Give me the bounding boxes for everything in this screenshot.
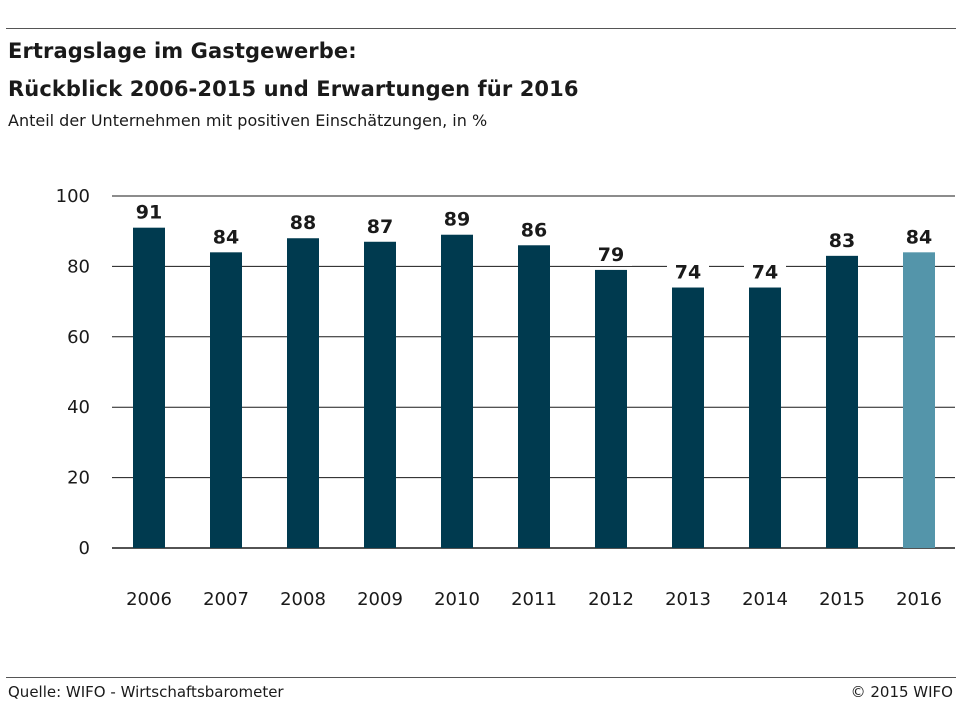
y-tick-label: 0 [79,538,90,559]
data-label-bg [590,240,632,266]
x-tick-label-2007: 2007 [203,589,249,610]
bar-2016 [903,252,935,548]
bar-2011 [518,245,550,548]
source-note: Quelle: WIFO - Wirtschaftsbarometer [8,683,284,701]
bar-2010 [441,234,473,548]
data-label-bg [513,216,555,242]
data-label-bg [282,209,324,235]
x-tick-label-2016: 2016 [896,589,942,610]
x-tick-label-2014: 2014 [742,589,788,610]
y-tick-label: 100 [56,186,90,207]
chart-title-line2: Rückblick 2006-2015 und Erwartungen für … [8,77,579,101]
chart-subtitle: Anteil der Unternehmen mit positiven Ein… [8,111,488,130]
data-label-2006: 91 [136,202,162,224]
x-tick-label-2012: 2012 [588,589,634,610]
y-tick-label: 60 [67,327,90,348]
x-tick-label-2010: 2010 [434,589,480,610]
bar-2008 [287,238,319,549]
bars [133,227,935,549]
copyright-note: © 2015 WIFO [850,683,953,701]
y-axis: 0 20 40 60 80 100 [56,186,90,559]
data-label-bg [667,258,709,284]
data-label-bg [898,223,940,249]
bar-2012 [595,269,627,548]
bar-2006 [133,227,165,548]
bar-2014 [749,287,781,548]
bar-2009 [364,241,396,548]
data-label-bg [744,258,786,284]
data-label-2008: 88 [290,212,316,234]
x-axis: 2006 2007 2008 2009 2010 2011 2012 2013 2014 2015… [126,589,942,610]
data-label-bg [821,226,863,252]
data-label-bg [359,212,401,238]
data-label-2009: 87 [367,216,393,238]
data-label-bg [205,223,247,249]
y-tick-label: 80 [67,256,90,277]
data-label-2015: 83 [829,230,855,252]
data-label-2010: 89 [444,209,470,231]
bar-2015 [826,255,858,548]
bar-2007 [210,252,242,548]
x-tick-label-2015: 2015 [819,589,865,610]
data-label-bg [128,198,170,224]
x-tick-label-2013: 2013 [665,589,711,610]
x-tick-label-2011: 2011 [511,589,557,610]
chart-title-line1: Ertragslage im Gastgewerbe: [8,39,357,63]
data-label-2016: 84 [906,226,932,248]
x-tick-label-2008: 2008 [280,589,326,610]
data-label-2011: 86 [521,219,547,241]
x-tick-label-2009: 2009 [357,589,403,610]
data-label-2012: 79 [598,244,624,266]
data-label-bg [436,205,478,231]
bottom-rule [6,677,956,678]
y-tick-label: 40 [67,397,90,418]
data-label-2013: 74 [675,262,701,284]
x-tick-label-2006: 2006 [126,589,172,610]
bar-2013 [672,287,704,548]
data-label-2007: 84 [213,226,239,248]
data-label-2014: 74 [752,262,778,284]
y-tick-label: 20 [67,468,90,489]
top-rule [6,28,956,29]
data-labels: 91 84 88 87 89 86 79 74 74 83 84 [128,198,940,284]
